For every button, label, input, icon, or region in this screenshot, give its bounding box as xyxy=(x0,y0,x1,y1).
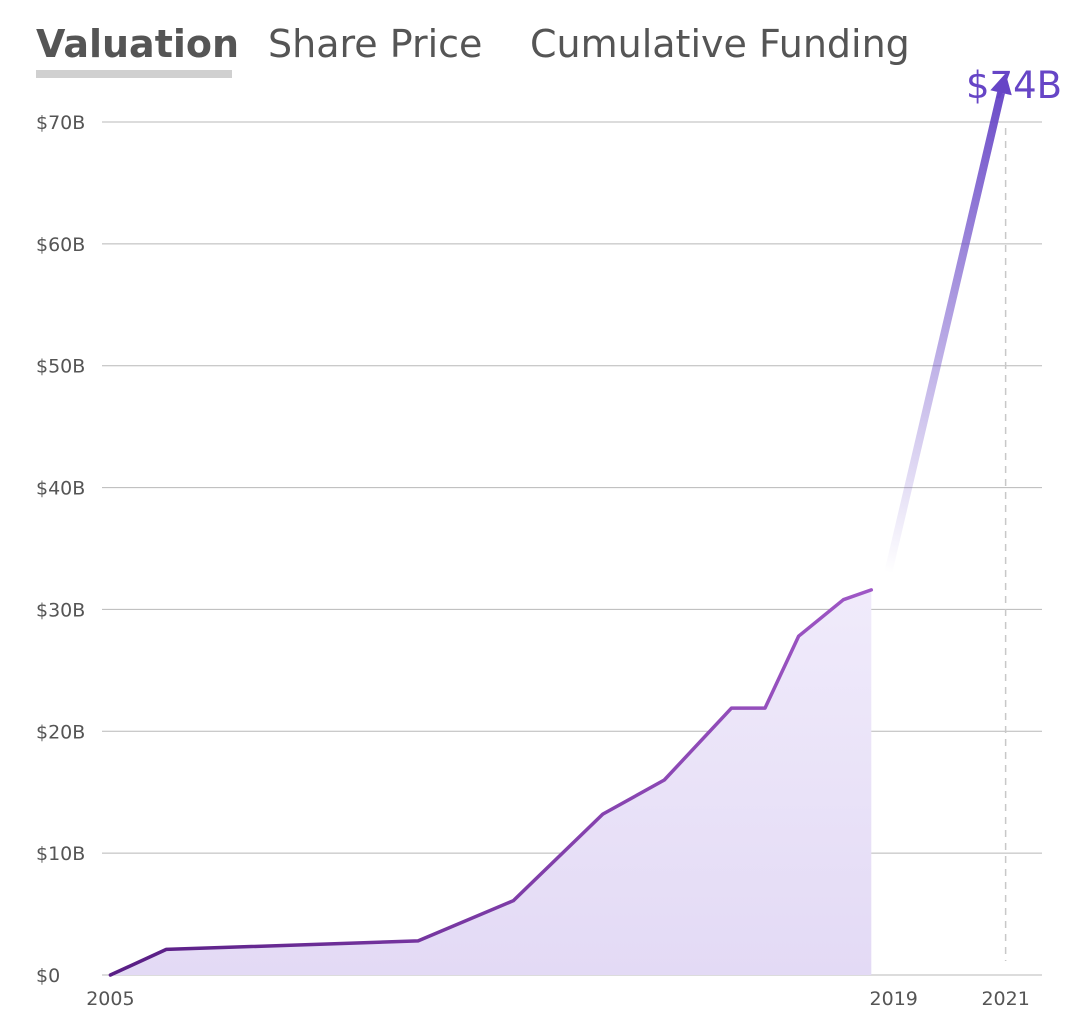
tab-cumulative-funding[interactable]: Cumulative Funding xyxy=(530,22,910,66)
y-tick-label: $20B xyxy=(36,721,85,743)
x-tick-label: 2021 xyxy=(981,988,1029,1010)
valuation-line xyxy=(108,588,874,977)
area-fill-layer xyxy=(110,589,872,975)
y-tick-label: $30B xyxy=(36,599,85,621)
projection-layer: $74B xyxy=(884,64,1062,961)
y-tick-label: $0 xyxy=(36,965,60,987)
projection-value-label: $74B xyxy=(966,64,1062,107)
y-tick-label: $70B xyxy=(36,112,85,134)
projection-arrowhead xyxy=(990,73,1012,96)
y-tick-label: $10B xyxy=(36,843,85,865)
axis-labels: $0 $10B $20B $30B $40B $50B $60B $70B 2005 2019 20… xyxy=(36,112,1030,1010)
tab-valuation[interactable]: Valuation xyxy=(36,22,240,66)
tab-share-price[interactable]: Share Price xyxy=(268,22,483,66)
projection-arrow-shaft xyxy=(884,91,1005,574)
chart-tabs: Valuation Share Price Cumulative Funding xyxy=(36,18,1036,80)
y-tick-label: $40B xyxy=(36,478,85,500)
line-layer xyxy=(108,588,874,977)
x-tick-label: 2019 xyxy=(870,988,918,1010)
x-tick-label: 2005 xyxy=(86,988,134,1010)
y-tick-label: $50B xyxy=(36,356,85,378)
active-tab-indicator xyxy=(36,70,232,78)
area-fill xyxy=(110,589,872,975)
y-tick-label: $60B xyxy=(36,234,85,256)
